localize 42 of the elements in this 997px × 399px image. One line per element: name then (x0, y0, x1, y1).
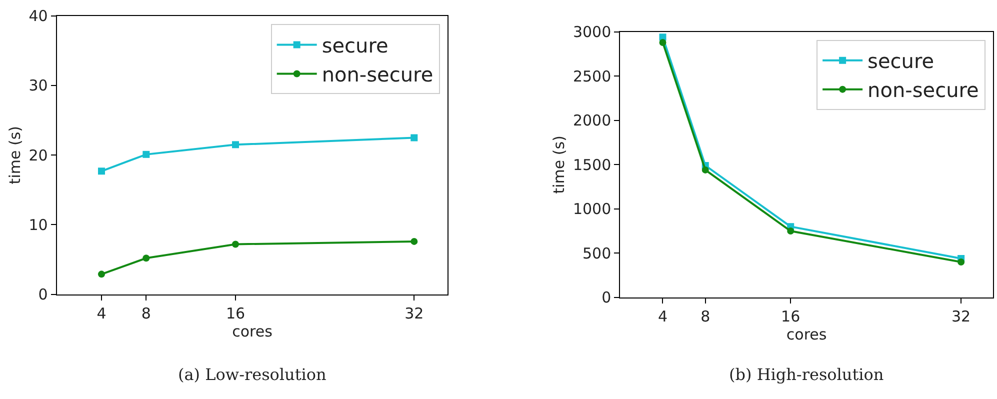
y-tick-label: 2500 (572, 67, 612, 86)
legend-label: non-secure (868, 78, 979, 102)
legend-label: non-secure (322, 62, 434, 87)
y-tick-label: 20 (28, 146, 48, 164)
text: (b) High-resolution (729, 365, 884, 384)
y-tick-label: 2000 (572, 112, 612, 130)
y-tick-label: 30 (28, 76, 48, 95)
point (958, 258, 965, 266)
y-tick-label: 1500 (572, 156, 612, 174)
point (232, 141, 239, 148)
x-tick-label: 4 (658, 307, 668, 326)
x-tick-label: 16 (226, 304, 246, 322)
point (702, 166, 709, 174)
point (410, 238, 418, 245)
y-tick-label: 0 (38, 286, 48, 304)
point (142, 150, 150, 158)
point (142, 254, 150, 262)
x-tick-label: 32 (952, 307, 971, 326)
x-axis-title: cores (786, 325, 827, 344)
legend-label: secure (868, 49, 934, 74)
y-tick-label: 10 (28, 216, 48, 234)
y-axis-title: time (s) (550, 136, 568, 194)
point (659, 38, 666, 46)
x-tick-label: 16 (781, 307, 800, 326)
point (98, 168, 105, 175)
point (98, 270, 105, 278)
x-tick-label: 4 (96, 304, 106, 322)
y-tick-label: 1000 (572, 200, 612, 218)
x-tick-label: 8 (141, 304, 151, 322)
y-axis-title: time (s) (6, 126, 24, 184)
point (232, 240, 239, 248)
x-axis-title: cores (232, 322, 273, 340)
y-tick-label: 3000 (572, 23, 612, 42)
x-tick-label: 8 (700, 307, 710, 326)
text: (a) Low-resolution (178, 365, 326, 384)
point (787, 228, 794, 235)
y-tick-label: 0 (602, 288, 612, 307)
x-tick-label: 32 (404, 304, 424, 322)
y-tick-label: 40 (28, 7, 48, 26)
y-tick-label: 500 (582, 244, 612, 262)
point (410, 134, 418, 142)
legend-label: secure (322, 34, 388, 58)
